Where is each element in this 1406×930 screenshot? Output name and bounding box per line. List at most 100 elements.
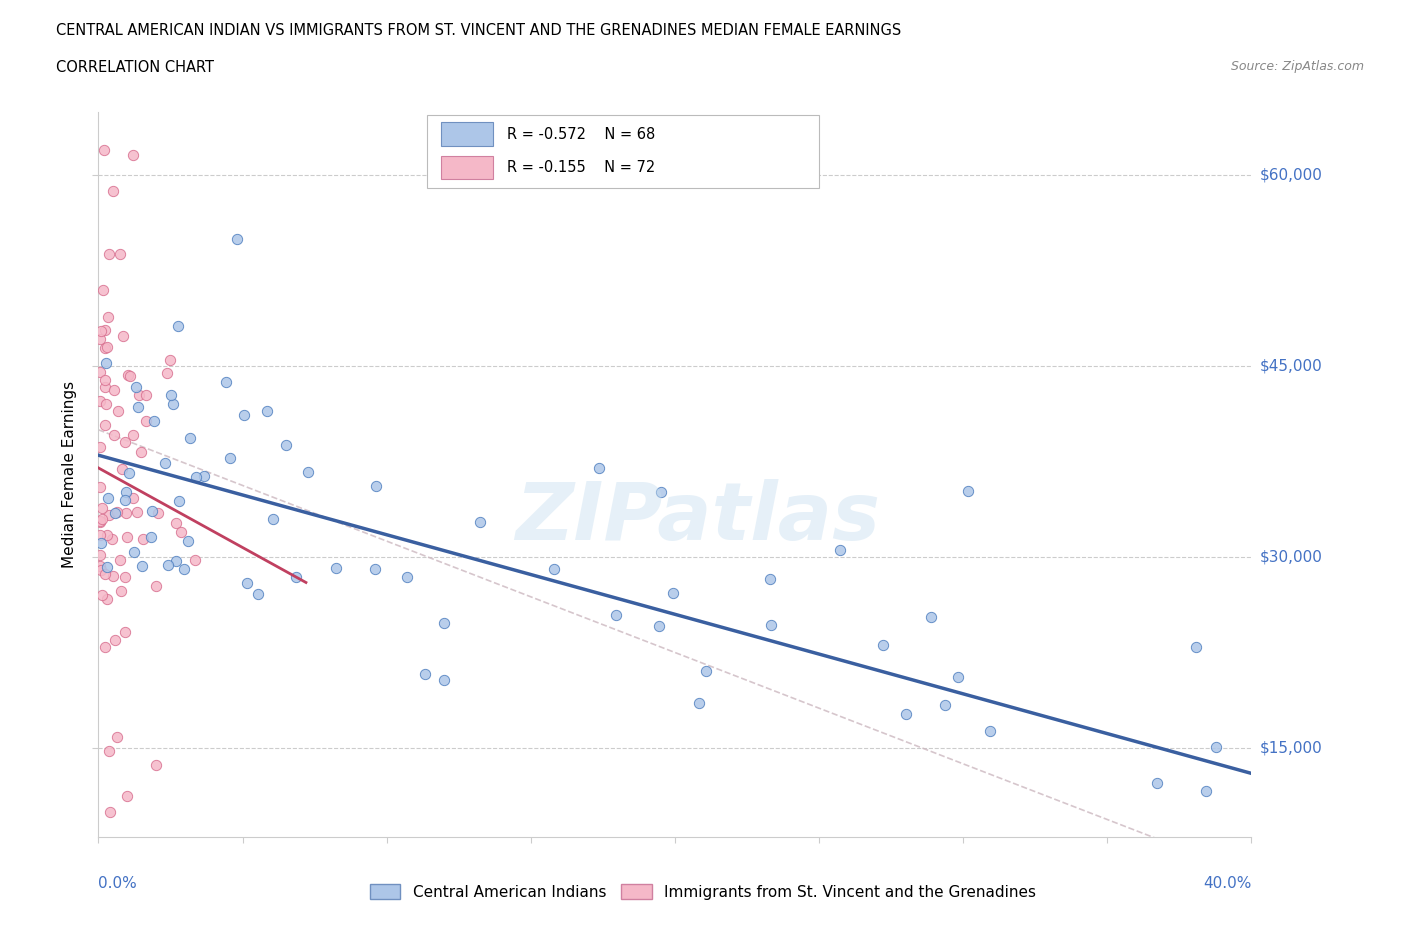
Point xyxy=(105,505,128,520)
Text: CENTRAL AMERICAN INDIAN VS IMMIGRANTS FROM ST. VINCENT AND THE GRENADINES MEDIAN: CENTRAL AMERICAN INDIAN VS IMMIGRANTS FR… xyxy=(56,23,901,38)
Point xyxy=(103,382,125,397)
Point xyxy=(108,246,131,261)
Point xyxy=(103,428,125,443)
Point xyxy=(114,434,136,449)
Point xyxy=(468,514,491,529)
Point xyxy=(89,515,111,530)
Point xyxy=(413,667,436,682)
Point xyxy=(605,608,627,623)
Point xyxy=(588,460,610,475)
Point xyxy=(128,388,150,403)
Point xyxy=(297,464,319,479)
Point xyxy=(759,572,782,587)
Point xyxy=(135,414,157,429)
Point xyxy=(235,576,257,591)
Point xyxy=(93,142,115,157)
Point xyxy=(111,462,134,477)
Point xyxy=(193,469,215,484)
Point xyxy=(101,184,124,199)
Point xyxy=(97,491,120,506)
Point xyxy=(262,512,284,526)
Point xyxy=(94,396,117,411)
Bar xyxy=(441,156,492,179)
Point xyxy=(93,640,115,655)
FancyBboxPatch shape xyxy=(427,115,820,188)
Point xyxy=(91,500,114,515)
Point xyxy=(1146,776,1168,790)
Point xyxy=(695,664,717,679)
Point xyxy=(89,480,111,495)
Point xyxy=(215,375,238,390)
Point xyxy=(114,569,136,584)
Point xyxy=(101,532,124,547)
Point xyxy=(90,563,112,578)
Point xyxy=(104,506,127,521)
Point xyxy=(104,632,127,647)
Point xyxy=(89,393,111,408)
Point xyxy=(225,232,247,246)
Point xyxy=(107,404,129,418)
Point xyxy=(124,544,146,559)
Text: $30,000: $30,000 xyxy=(1260,550,1323,565)
Point xyxy=(218,450,240,465)
Point xyxy=(108,553,131,568)
Point xyxy=(170,525,193,539)
Point xyxy=(132,531,155,546)
Point xyxy=(131,558,153,573)
Text: $60,000: $60,000 xyxy=(1260,167,1323,182)
Point xyxy=(650,485,672,499)
Point xyxy=(91,512,114,526)
Point xyxy=(94,323,117,338)
Point xyxy=(247,586,270,601)
Point xyxy=(89,331,111,346)
Point xyxy=(98,247,121,262)
Point xyxy=(145,758,167,773)
Point xyxy=(97,508,120,523)
Point xyxy=(894,707,917,722)
Point xyxy=(122,491,145,506)
Text: R = -0.155    N = 72: R = -0.155 N = 72 xyxy=(506,160,655,175)
Point xyxy=(122,148,145,163)
Point xyxy=(173,562,195,577)
Point xyxy=(395,569,418,584)
Point xyxy=(160,388,183,403)
Point xyxy=(141,504,163,519)
Point xyxy=(90,588,112,603)
Point xyxy=(97,309,120,324)
Point xyxy=(96,339,118,354)
Point xyxy=(364,562,387,577)
Point xyxy=(184,552,207,567)
Point xyxy=(661,585,683,600)
Point xyxy=(979,724,1001,738)
Point xyxy=(127,400,149,415)
Point xyxy=(98,744,121,759)
Point xyxy=(105,730,128,745)
Point xyxy=(176,534,198,549)
Point xyxy=(115,788,138,803)
Text: 40.0%: 40.0% xyxy=(1204,876,1251,891)
Point xyxy=(120,369,142,384)
Legend: Central American Indians, Immigrants from St. Vincent and the Grenadines: Central American Indians, Immigrants fro… xyxy=(364,877,1042,906)
Point xyxy=(91,283,114,298)
Point xyxy=(142,413,165,428)
Point xyxy=(89,558,111,573)
Text: 0.0%: 0.0% xyxy=(98,876,138,891)
Point xyxy=(162,397,184,412)
Text: $45,000: $45,000 xyxy=(1260,359,1323,374)
Point xyxy=(276,437,298,452)
Point xyxy=(165,553,187,568)
Point xyxy=(96,559,118,574)
Text: $15,000: $15,000 xyxy=(1260,740,1323,755)
Point xyxy=(94,418,117,432)
Text: Source: ZipAtlas.com: Source: ZipAtlas.com xyxy=(1230,60,1364,73)
Point xyxy=(89,440,111,455)
Point xyxy=(96,591,118,606)
Point xyxy=(186,470,208,485)
Point xyxy=(325,561,347,576)
Point xyxy=(93,340,115,355)
Point xyxy=(872,637,894,652)
Point xyxy=(110,583,132,598)
Point xyxy=(117,368,139,383)
Point xyxy=(1185,640,1208,655)
Point xyxy=(364,478,387,493)
